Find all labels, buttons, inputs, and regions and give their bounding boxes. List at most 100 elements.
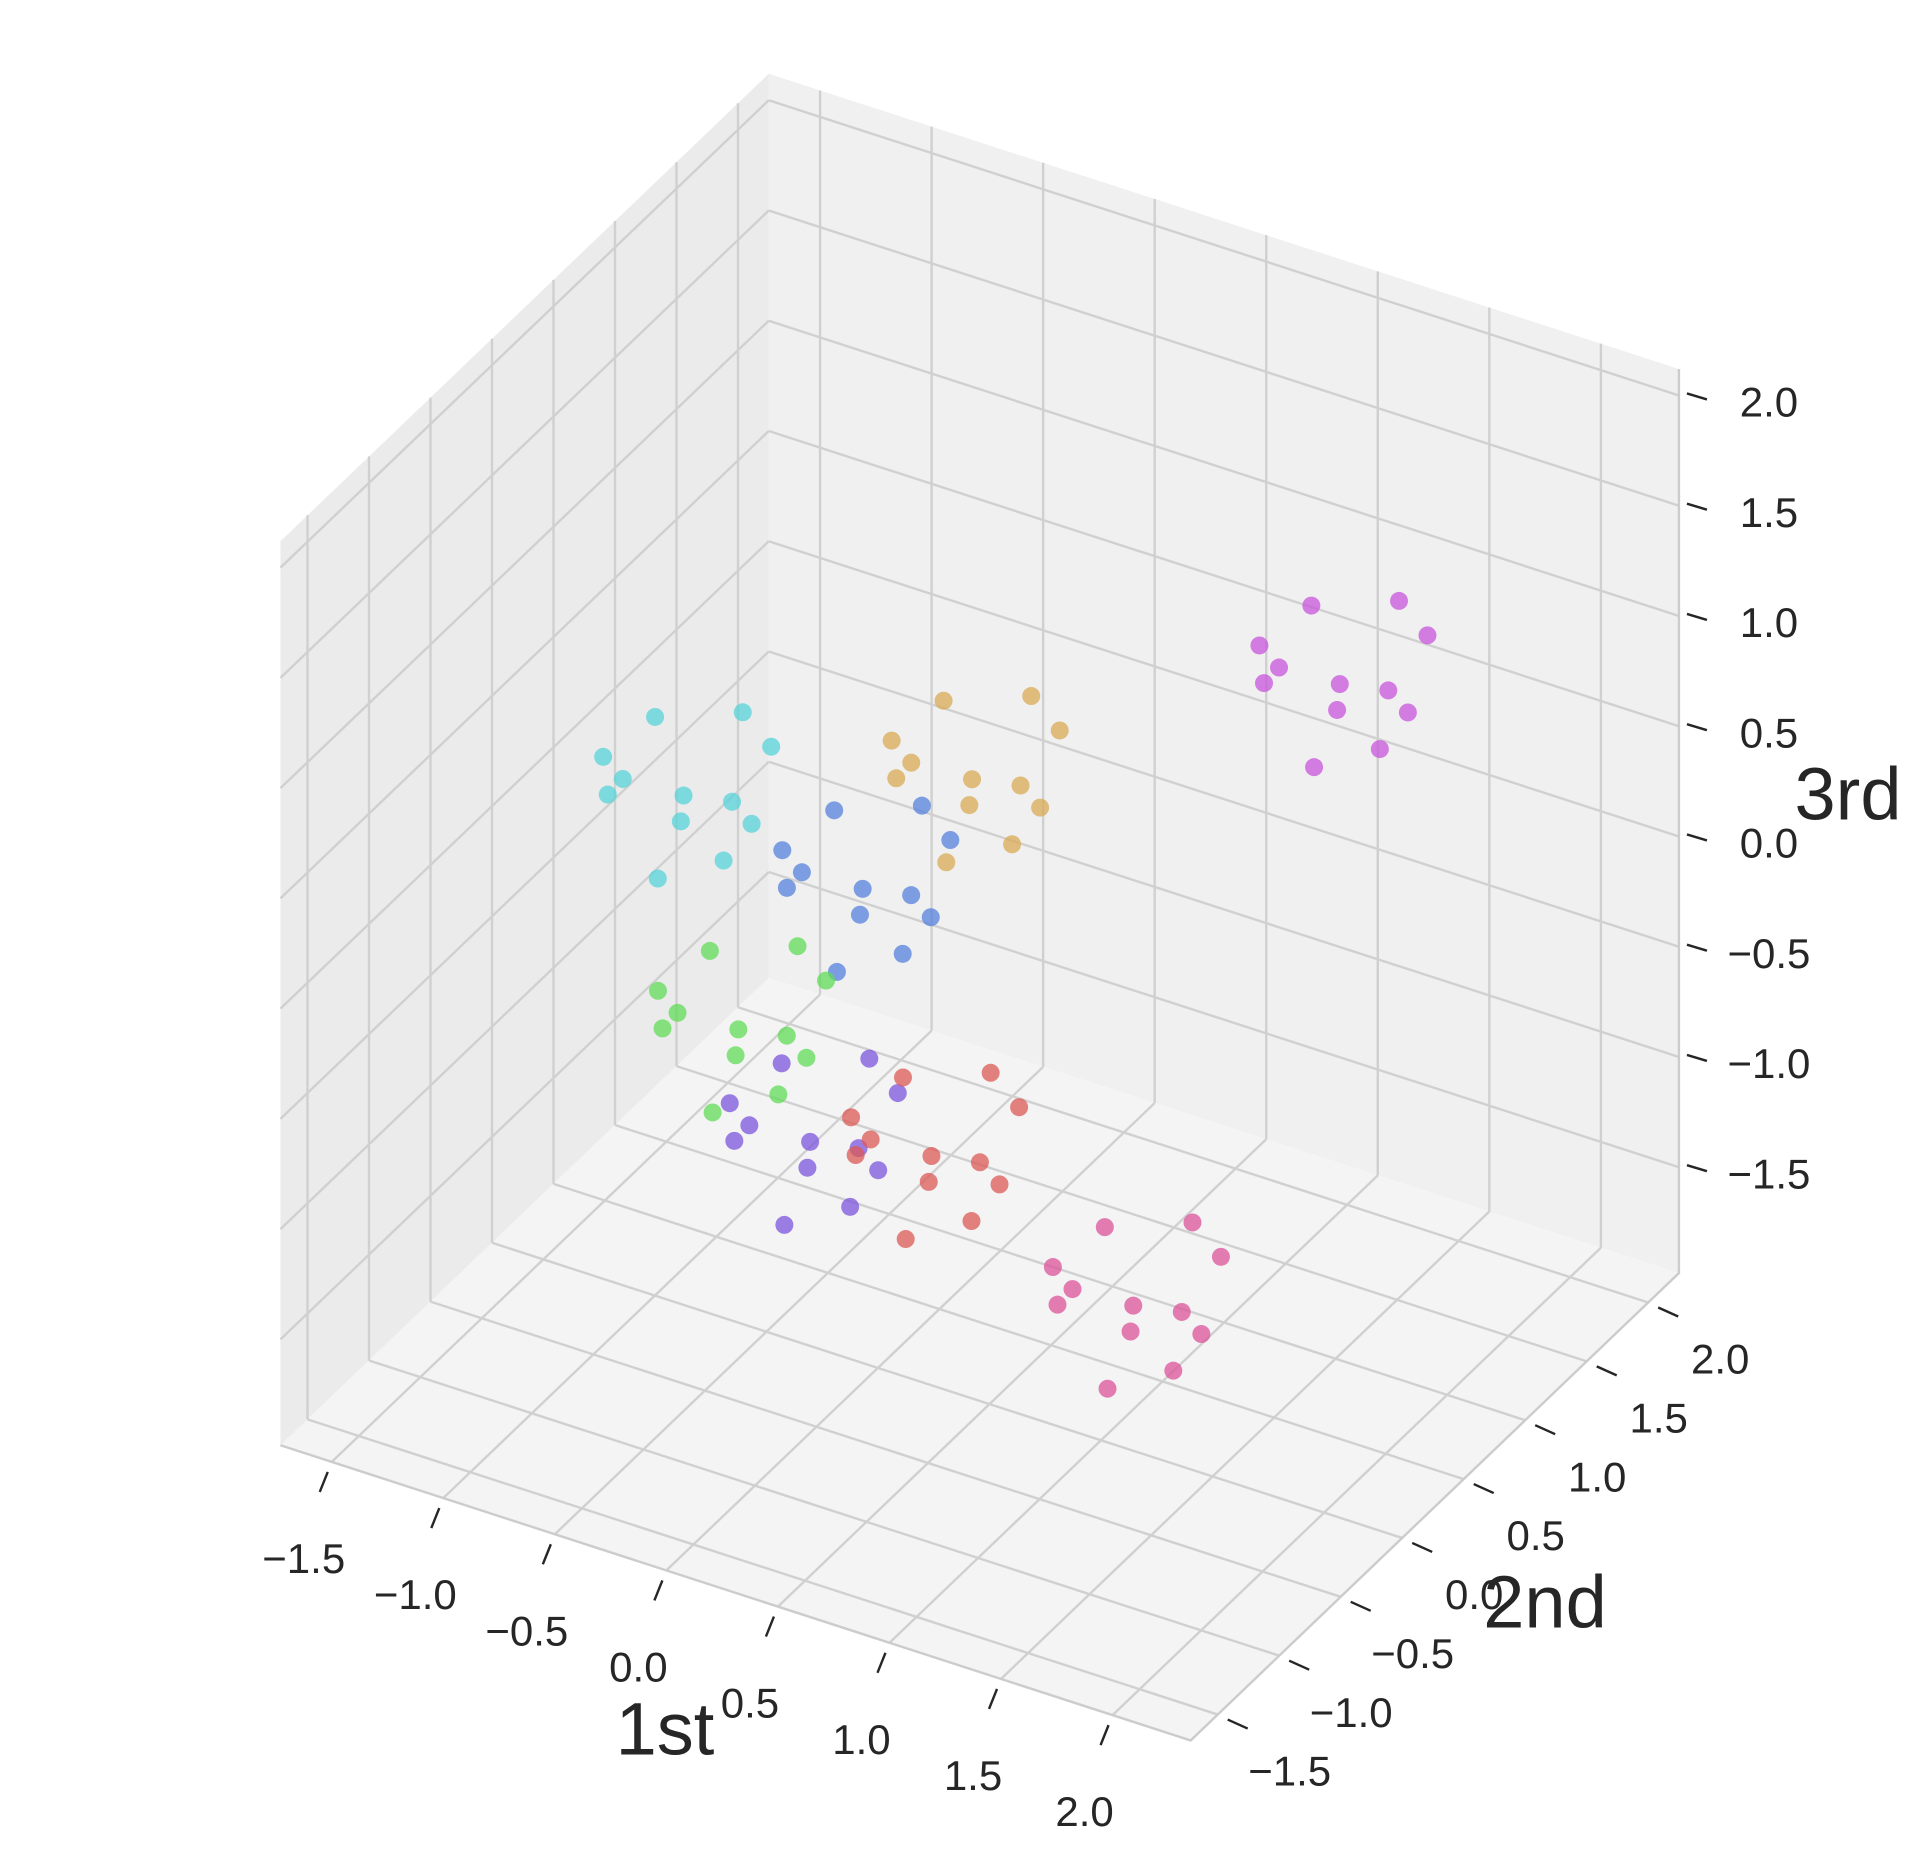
point (1022, 687, 1041, 706)
grid-line (737, 1006, 1649, 1304)
grid-line (279, 209, 770, 679)
y-tick-label: −0.5 (1371, 1630, 1454, 1677)
point (792, 863, 811, 882)
z-tick-label: 0.0 (1740, 820, 1798, 867)
point (853, 879, 872, 898)
tick-mark (653, 1579, 664, 1601)
point (963, 770, 982, 789)
point (882, 731, 901, 750)
z-tick-label: 1.5 (1740, 489, 1798, 536)
grid-line (768, 870, 1680, 1169)
tick-mark (430, 1507, 441, 1529)
point (1011, 776, 1030, 795)
grid-line (279, 99, 770, 569)
tick-mark (541, 1543, 552, 1565)
tick-mark (1686, 943, 1708, 952)
z-tick-label: −1.0 (1727, 1040, 1810, 1087)
grid-line (279, 319, 770, 790)
point (1121, 1322, 1140, 1341)
point (869, 1161, 888, 1180)
grid-line (279, 430, 770, 900)
point (1302, 596, 1321, 615)
z-tick-label: −1.5 (1727, 1150, 1810, 1197)
grid-line (768, 650, 1680, 948)
point (674, 786, 693, 805)
point (726, 1046, 745, 1065)
y-tick-label: 1.5 (1630, 1394, 1688, 1441)
tick-mark (1227, 1718, 1249, 1730)
point (801, 1132, 820, 1151)
point (896, 1230, 915, 1249)
point (773, 841, 792, 860)
point (912, 796, 931, 815)
point (817, 971, 836, 990)
tick-mark (1686, 502, 1708, 511)
tick-mark (1657, 1306, 1679, 1318)
point (598, 785, 617, 804)
point (841, 1197, 860, 1216)
grid-line (614, 1123, 1526, 1422)
grid-line (330, 993, 821, 1463)
y-tick-label: 0.0 (1445, 1571, 1503, 1618)
point (1379, 681, 1398, 700)
point (1255, 674, 1274, 693)
x-tick-label: 1.5 (944, 1752, 1002, 1799)
point (1010, 1098, 1029, 1117)
point (850, 905, 869, 924)
point (648, 869, 667, 888)
grid-line (768, 429, 1680, 728)
point (893, 1068, 912, 1087)
tick-mark (1686, 1164, 1708, 1173)
point (797, 1048, 816, 1067)
point (725, 1131, 744, 1150)
y-tick-label: 0.5 (1507, 1512, 1565, 1559)
point (720, 1094, 739, 1113)
point (788, 937, 807, 956)
point (1048, 1295, 1067, 1314)
point (934, 691, 953, 710)
x-tick-label: −1.0 (374, 1571, 457, 1618)
tick-mark (987, 1688, 999, 1710)
y-tick-label: 2.0 (1691, 1336, 1749, 1383)
point (1124, 1296, 1143, 1315)
point (846, 1146, 865, 1165)
point (937, 853, 956, 872)
x-tick-label: 0.0 (609, 1644, 667, 1691)
point (668, 1003, 687, 1022)
x-axis-label: 1st (616, 1688, 715, 1771)
grid-line (279, 760, 770, 1231)
grid-line (777, 1138, 1268, 1608)
tick-mark (1534, 1424, 1556, 1436)
point (671, 812, 690, 831)
point (962, 1212, 981, 1231)
point (742, 814, 761, 833)
grid-line (430, 1300, 1342, 1598)
point (1211, 1247, 1230, 1266)
tick-mark (1686, 833, 1708, 842)
point (1050, 721, 1069, 740)
grid-line (553, 1182, 1465, 1481)
grid-line (279, 540, 770, 1010)
point (860, 1049, 879, 1068)
point (902, 886, 921, 905)
z-tick-label: 2.0 (1740, 379, 1798, 426)
point (613, 769, 632, 788)
pane-floor (280, 977, 1679, 1741)
tick-mark (1473, 1482, 1495, 1495)
grid-line (368, 1359, 1280, 1657)
point (861, 1130, 880, 1149)
pane-back (768, 73, 1679, 1274)
point (723, 792, 742, 811)
point (941, 831, 960, 850)
tick-mark (1686, 612, 1708, 622)
grid-line (768, 209, 1680, 507)
point (733, 703, 752, 722)
point (1183, 1213, 1202, 1232)
x-tick-label: −1.5 (262, 1535, 345, 1582)
y-tick-label: −1.5 (1248, 1748, 1331, 1795)
point (1098, 1379, 1117, 1398)
point (703, 1103, 722, 1122)
x-tick-label: −0.5 (485, 1607, 568, 1654)
point (990, 1175, 1009, 1194)
